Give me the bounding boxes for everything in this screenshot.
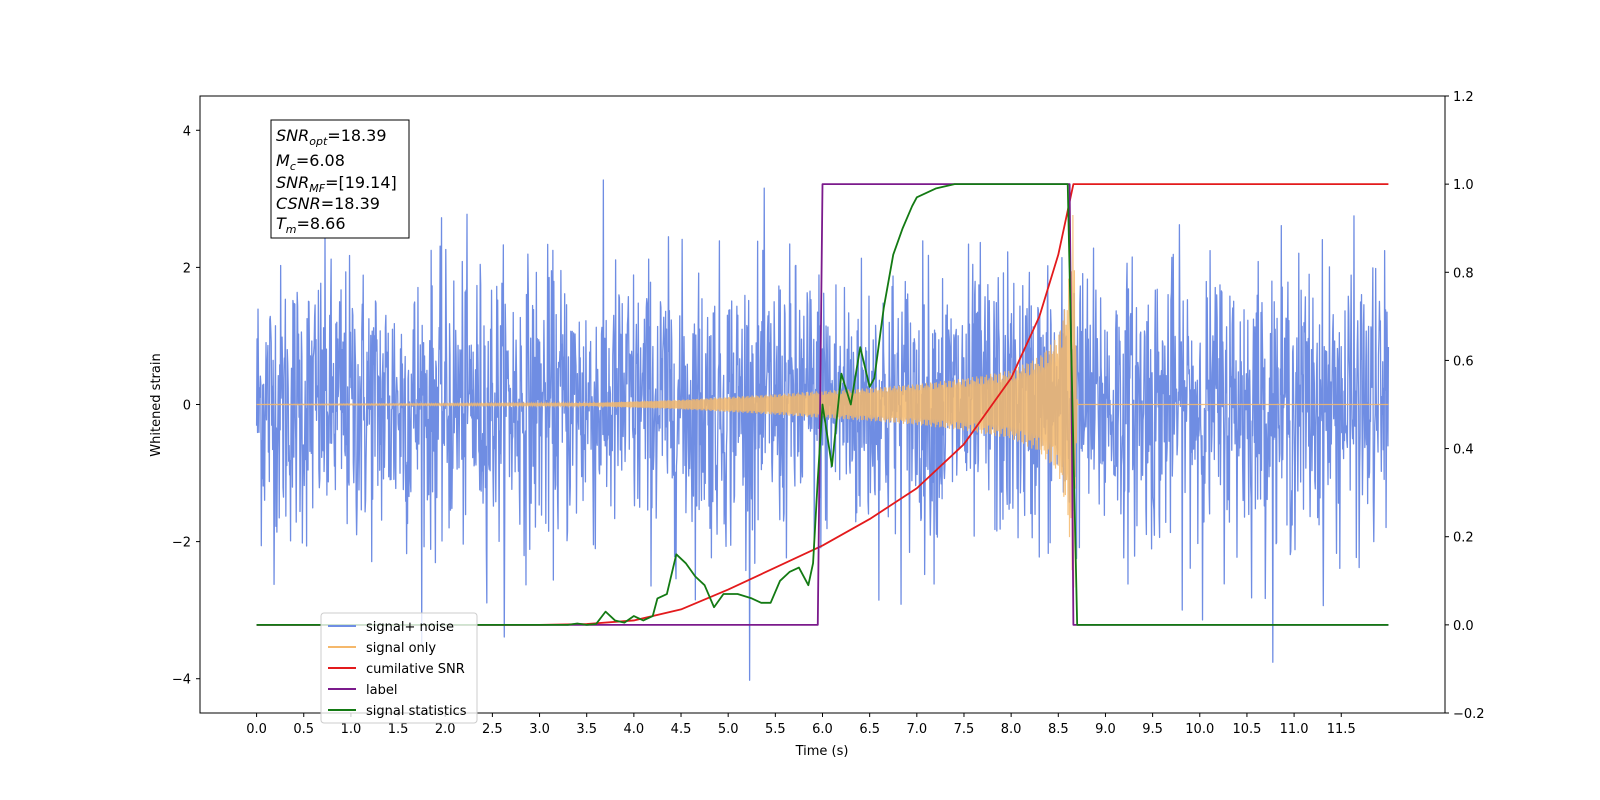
x-tick-label: 9.0 — [1095, 722, 1116, 737]
series-label — [256, 183, 1389, 626]
y-right-tick-label: 0.8 — [1453, 266, 1474, 281]
x-tick-label: 11.5 — [1327, 722, 1356, 737]
x-tick-label: 3.5 — [576, 722, 597, 737]
x-tick-label: 3.0 — [529, 722, 550, 737]
y-right-tick-label: 1.2 — [1453, 90, 1474, 105]
y-right-tick-label: 1.0 — [1453, 178, 1474, 193]
legend-label: signal statistics — [366, 704, 467, 719]
x-tick-label: 9.5 — [1142, 722, 1163, 737]
info-csnr: CSNR=18.39 — [276, 194, 380, 213]
x-axis-label: Time (s) — [795, 744, 849, 759]
info-snr-opt: SNRopt=18.39 — [276, 126, 387, 148]
y-right-tick-label: −0.2 — [1453, 707, 1485, 722]
y-right-tick-label: 0.4 — [1453, 443, 1474, 458]
x-tick-label: 5.5 — [765, 722, 786, 737]
x-tick-label: 0.5 — [293, 722, 314, 737]
y-right-tick-label: 0.2 — [1453, 531, 1474, 546]
series-layer — [255, 179, 1390, 681]
x-tick-label: 1.5 — [388, 722, 409, 737]
y-right-tick-label: 0.6 — [1453, 354, 1474, 369]
y-left-tick-label: −4 — [172, 673, 191, 688]
x-tick-label: 7.5 — [954, 722, 975, 737]
x-tick-label: 6.0 — [812, 722, 833, 737]
x-tick-label: 10.0 — [1185, 722, 1214, 737]
x-tick-label: 2.5 — [482, 722, 503, 737]
x-tick-label: 2.0 — [435, 722, 456, 737]
y-left-tick-label: 0 — [183, 399, 191, 414]
y-left-tick-label: 4 — [183, 124, 191, 139]
x-tick-label: 0.0 — [246, 722, 267, 737]
x-axis: 0.0 0.5 1.0 1.5 2.0 2.5 3.0 3.5 4.0 4.5 5.0 5.5 6.0 6… — [246, 713, 1356, 737]
info-box: SNRopt=18.39 Mc=6.08 SNRMF=[19.14] CSNR=… — [270, 119, 410, 239]
legend: signal+ noise signal only cumilative SNR la… — [320, 612, 478, 724]
x-tick-label: 1.0 — [341, 722, 362, 737]
y-right-tick-label: 0.0 — [1453, 619, 1474, 634]
y-axis-label: Whitened strain — [149, 353, 164, 456]
y-axis-left: −4 −2 0 2 4 — [172, 124, 200, 688]
x-tick-label: 4.0 — [624, 722, 645, 737]
x-tick-label: 8.0 — [1001, 722, 1022, 737]
legend-label: cumilative SNR — [366, 662, 465, 677]
y-axis-right: −0.2 0.0 0.2 0.4 0.6 0.8 1.0 1.2 — [1445, 90, 1485, 722]
legend-label: signal+ noise — [366, 620, 454, 635]
legend-label: label — [366, 683, 397, 698]
x-tick-label: 6.5 — [859, 722, 880, 737]
y-left-tick-label: 2 — [183, 261, 191, 276]
x-tick-label: 4.5 — [671, 722, 692, 737]
x-tick-label: 5.0 — [718, 722, 739, 737]
info-mc: Mc=6.08 — [276, 151, 345, 173]
x-tick-label: 10.5 — [1232, 722, 1261, 737]
info-tm: Tm=8.66 — [276, 214, 346, 236]
x-tick-label: 11.0 — [1280, 722, 1309, 737]
info-snr-mf: SNRMF=[19.14] — [276, 173, 397, 195]
series-signal-statistics — [256, 183, 1389, 626]
legend-label: signal only — [366, 641, 436, 656]
y-left-tick-label: −2 — [172, 536, 191, 551]
x-tick-label: 8.5 — [1048, 722, 1069, 737]
x-tick-label: 7.0 — [906, 722, 927, 737]
